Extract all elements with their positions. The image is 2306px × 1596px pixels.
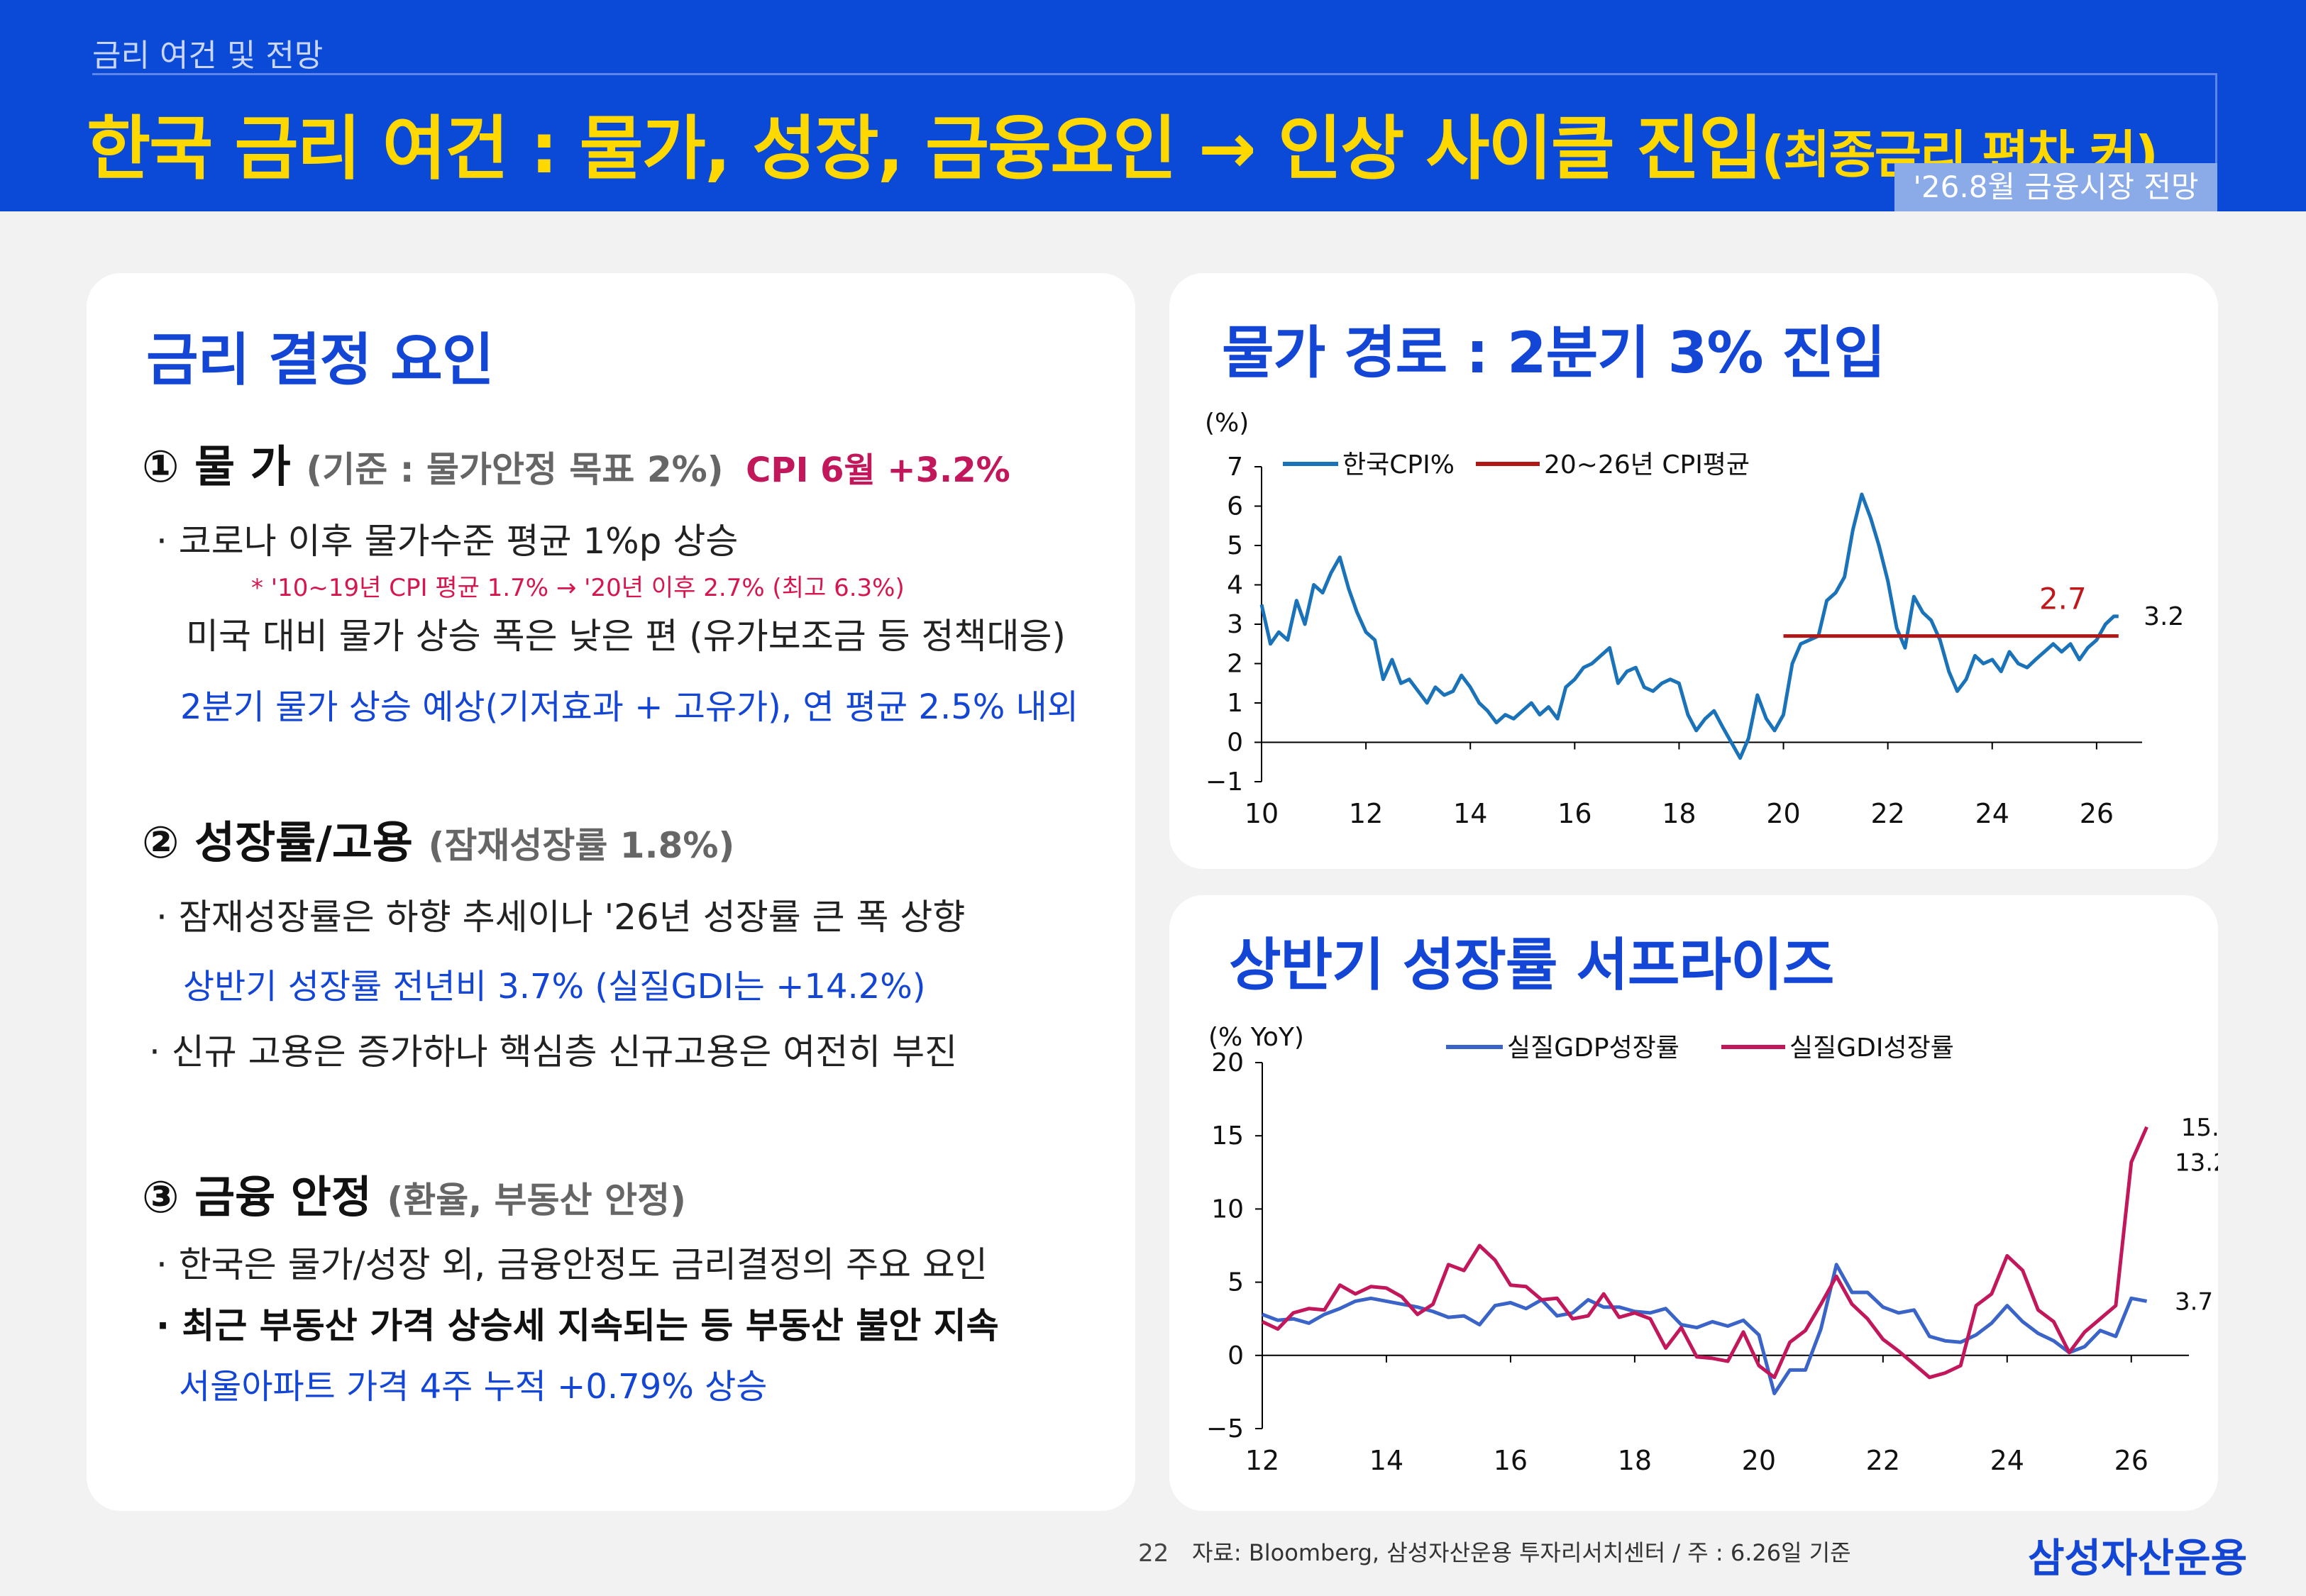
cpi-x-tick-label: 14 <box>1453 798 1487 829</box>
brand-logo: 삼성자산운용 <box>2028 1536 2248 1582</box>
cpi-data-label: 3.2 <box>2144 602 2184 631</box>
cpi-y-tick-label: 0 <box>1227 728 1243 758</box>
cpi-y-tick-label: 5 <box>1227 531 1243 560</box>
gdp-x-tick-label: 18 <box>1618 1445 1652 1476</box>
gdp-x-tick-label: 12 <box>1245 1445 1279 1476</box>
header-bar: 금리 여건 및 전망 한국 금리 여건 : 물가, 성장, 금융요인 → 인상 … <box>0 0 2306 211</box>
cpi-x-tick-label: 22 <box>1870 798 1904 829</box>
factor-growth-label: ② 성장률/고용 <box>142 816 413 868</box>
financial-bullet-2: · 최근 부동산 가격 상승세 지속되는 등 부동산 불안 지속 <box>156 1305 999 1346</box>
gdp-x-tick-label: 14 <box>1369 1445 1403 1476</box>
cpi-x-tick-label: 18 <box>1662 798 1696 829</box>
gdp-y-tick-label: −5 <box>1206 1414 1244 1443</box>
gdp-panel: 상반기 성장률 서프라이즈 <box>1169 895 2218 1511</box>
header-divider <box>92 73 2217 75</box>
cpi-x-tick-label: 24 <box>1975 798 2009 829</box>
gdp-data-label: 15.6 <box>2181 1114 2218 1142</box>
cpi-y-tick-label: 3 <box>1227 610 1243 639</box>
cpi-legend-label-2: 20~26년 CPI평균 <box>1544 450 1750 480</box>
gdp-y-tick-label: 10 <box>1211 1195 1244 1224</box>
page-number: 22 <box>1138 1539 1169 1568</box>
factor-financial-heading: ③ 금융 안정 (환율, 부동산 안정) <box>142 1161 686 1225</box>
gdp-data-label: 13.2 <box>2175 1148 2218 1177</box>
gdp-x-tick-label: 26 <box>2114 1445 2148 1476</box>
inflation-outlook: 2분기 물가 상승 예상(기저효과 + 고유가), 연 평균 2.5% 내외 <box>180 687 1078 727</box>
factor-growth-heading: ② 성장률/고용 (잠재성장률 1.8%) <box>142 807 734 870</box>
cpi-x-tick-label: 10 <box>1245 798 1279 829</box>
cpi-x-tick-label: 16 <box>1557 798 1591 829</box>
gdp-x-tick-label: 20 <box>1742 1445 1776 1476</box>
rate-factors-panel: 금리 결정 요인 ① 물 가 (기준 : 물가안정 목표 2%) CPI 6월 … <box>87 273 1135 1511</box>
cpi-x-tick-label: 26 <box>2080 798 2114 829</box>
gdp-y-tick-label: 20 <box>1211 1048 1244 1077</box>
gdp-data-label: 3.7 <box>2175 1287 2213 1316</box>
section-label: 금리 여건 및 전망 <box>92 38 324 74</box>
gdp-series-line-1 <box>1262 1263 2148 1395</box>
cpi-y-tick-label: 1 <box>1227 689 1243 718</box>
report-tag: '26.8월 금융시장 전망 <box>1894 163 2217 211</box>
page-title: 한국 금리 여건 : 물가, 성장, 금융요인 → 인상 사이클 진입(최종금리… <box>87 92 2158 193</box>
source-note: 자료: Bloomberg, 삼성자산운용 투자리서치센터 / 주 : 6.26… <box>1192 1539 1851 1566</box>
gdp-x-tick-label: 24 <box>1990 1445 2024 1476</box>
factor-financial-criterion: (환율, 부동산 안정) <box>387 1180 686 1221</box>
cpi-y-axis-label: (%) <box>1205 409 1249 438</box>
cpi-legend-label-1: 한국CPI% <box>1342 450 1455 480</box>
growth-outlook: 상반기 성장률 전년비 3.7% (실질GDI는 +14.2%) <box>183 967 926 1007</box>
gdp-y-tick-label: 5 <box>1228 1268 1244 1297</box>
inflation-line-2: 미국 대비 물가 상승 폭은 낮은 편 (유가보조금 등 정책대응) <box>186 616 1066 657</box>
factor-inflation-label: ① 물 가 <box>142 440 291 492</box>
cpi-y-tick-label: −1 <box>1206 767 1243 797</box>
header-divider-vertical <box>2215 73 2217 165</box>
cpi-y-tick-label: 4 <box>1227 571 1243 600</box>
factor-inflation-criterion: (기준 : 물가안정 목표 2%) <box>306 449 724 490</box>
gdp-chart: 20 15 10 5 0 −512 14 16 18 20 22 24 26 (% YoY) 실질GDP성장… <box>1206 1023 2218 1476</box>
gdp-x-tick-label: 22 <box>1866 1445 1900 1476</box>
factor-inflation-heading: ① 물 가 (기준 : 물가안정 목표 2%) CPI 6월 +3.2% <box>142 431 1010 494</box>
cpi-y-tick-label: 6 <box>1227 492 1243 521</box>
factor-inflation-highlight: CPI 6월 +3.2% <box>746 450 1010 490</box>
cpi-x-tick-label: 12 <box>1349 798 1383 829</box>
rate-factors-title: 금리 결정 요인 <box>146 327 494 393</box>
cpi-series-line-1 <box>1259 492 2119 760</box>
factor-financial-label: ③ 금융 안정 <box>142 1171 372 1223</box>
gdp-y-axis-label: (% YoY) <box>1208 1023 1304 1052</box>
cpi-y-tick-label: 2 <box>1227 650 1243 679</box>
cpi-data-label: 2.7 <box>2039 582 2087 616</box>
cpi-x-tick-label: 20 <box>1766 798 1800 829</box>
cpi-panel-title: 물가 경로 : 2분기 3% 진입 <box>1222 320 1886 386</box>
gdp-series-line-2 <box>1261 1126 2148 1380</box>
gdp-legend-label-2: 실질GDI성장률 <box>1789 1033 1954 1063</box>
factor-growth-criterion: (잠재성장률 1.8%) <box>428 825 735 866</box>
inflation-note: * '10~19년 CPI 평균 1.7% → '20년 이후 2.7% (최고… <box>251 574 905 602</box>
gdp-panel-title: 상반기 성장률 서프라이즈 <box>1229 932 1834 998</box>
growth-bullet-1: · 잠재성장률은 하향 추세이나 '26년 성장률 큰 폭 상향 <box>156 897 966 938</box>
gdp-legend-label-1: 실질GDP성장률 <box>1507 1033 1679 1063</box>
financial-outlook: 서울아파트 가격 4주 누적 +0.79% 상승 <box>179 1367 768 1407</box>
page-title-main: 한국 금리 여건 : 물가, 성장, 금융요인 → 인상 사이클 진입 <box>87 109 1762 189</box>
gdp-x-tick-label: 16 <box>1494 1445 1528 1476</box>
financial-bullet-1: · 한국은 물가/성장 외, 금융안정도 금리결정의 주요 요인 <box>156 1244 988 1285</box>
gdp-y-tick-label: 0 <box>1228 1341 1244 1370</box>
gdp-y-tick-label: 15 <box>1211 1121 1244 1151</box>
cpi-y-tick-label: 7 <box>1227 453 1243 482</box>
inflation-bullet-1: · 코로나 이후 물가수준 평균 1%p 상승 <box>156 521 739 562</box>
growth-bullet-2: · 신규 고용은 증가하나 핵심층 신규고용은 여전히 부진 <box>149 1031 958 1073</box>
